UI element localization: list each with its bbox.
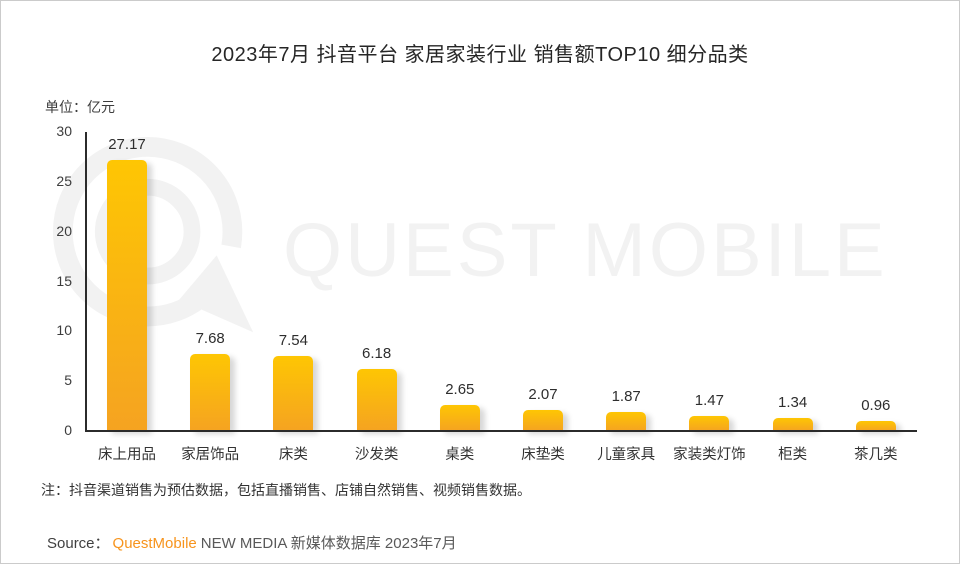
unit-label: 单位：亿元 (45, 99, 115, 115)
note-text: 注：抖音渠道销售为预估数据，包括直播销售、店铺自然销售、视频销售数据。 (41, 482, 531, 498)
y-axis-line (85, 132, 87, 431)
bar-床上用品 (107, 160, 147, 431)
y-tick-label: 15 (56, 272, 72, 289)
source-line: Source： QuestMobile NEW MEDIA 新媒体数据库 2023年… (47, 532, 457, 553)
bar-value-label: 7.68 (195, 330, 225, 348)
y-tick-label: 0 (64, 422, 72, 438)
x-axis-label: 茶几类 (854, 447, 898, 463)
bar-床类 (273, 355, 314, 431)
x-axis-label: 柜类 (778, 447, 808, 463)
y-tick-label: 25 (56, 172, 72, 189)
x-axis-label: 家居饰品 (181, 447, 240, 463)
source-label: Source： (47, 535, 110, 552)
y-tick-label: 5 (64, 372, 72, 389)
y-tick-label: 10 (56, 322, 72, 339)
bar-桌类 (439, 404, 480, 431)
x-axis-label: 床类 (278, 447, 308, 463)
x-axis-label: 桌类 (445, 447, 475, 463)
bar-value-label: 1.47 (694, 392, 724, 410)
bar-茶几类 (855, 421, 896, 431)
x-axis-label: 沙发类 (354, 447, 399, 463)
bar-床垫类 (523, 410, 563, 431)
x-axis-label: 家装类灯饰 (673, 447, 746, 463)
bar-value-label: 7.54 (278, 331, 308, 349)
bar-家装类灯饰 (689, 416, 730, 431)
x-axis-label: 床上用品 (98, 447, 156, 463)
bar-value-label: 0.96 (861, 397, 891, 415)
bar-value-label: 27.17 (108, 136, 146, 154)
watermark-text: QUEST MOBILE (283, 208, 888, 293)
bar-沙发类 (356, 369, 397, 431)
y-tick-label: 20 (56, 222, 72, 239)
bar-家居饰品 (190, 354, 231, 431)
questmobile-logo-icon (52, 137, 254, 333)
source-suffix: NEW MEDIA 新媒体数据库 2023年7月 (200, 535, 457, 552)
x-axis-line (85, 430, 917, 432)
page-title: 2023年7月 抖音平台 家居家装行业 销售额TOP10 细分品类 (211, 44, 749, 66)
bar-value-label: 1.34 (777, 393, 808, 411)
x-axis-label: 儿童家具 (597, 447, 656, 463)
bar-value-label: 6.18 (361, 345, 392, 363)
y-tick-label: 30 (56, 123, 72, 139)
bar-儿童家具 (606, 412, 647, 431)
bar-value-label: 1.87 (611, 388, 641, 406)
bar-柜类 (772, 417, 813, 431)
bar-value-label: 2.65 (445, 380, 475, 398)
source-brand: QuestMobile (112, 535, 197, 552)
bar-value-label: 2.07 (528, 386, 558, 404)
x-axis-label: 床垫类 (521, 447, 565, 463)
